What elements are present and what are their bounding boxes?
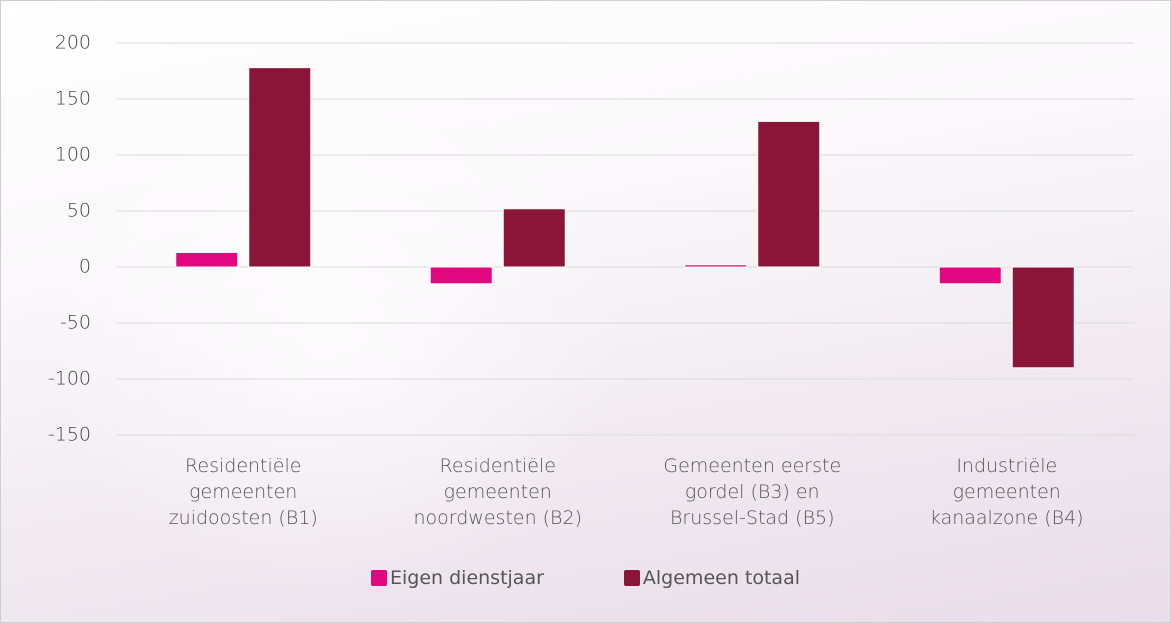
bar <box>684 264 748 268</box>
legend-swatch <box>623 570 640 586</box>
legend-swatch <box>370 570 387 586</box>
bar <box>757 120 821 268</box>
legend-label: Eigen dienstjaar <box>389 567 544 589</box>
bar <box>175 251 239 268</box>
y-tick-label: 0 <box>79 256 91 278</box>
y-tick-label: 50 <box>67 200 91 222</box>
y-tick-label: 100 <box>55 144 91 166</box>
x-tick-label: Gemeenten eerste gordel (B3) en Brussel-… <box>663 455 842 529</box>
bar <box>248 67 312 268</box>
y-tick-label: -150 <box>48 424 91 446</box>
legend-label: Algemeen totaal <box>642 567 800 589</box>
x-tick-label: Residentiële gemeenten zuidoosten (B1) <box>168 455 318 529</box>
bar <box>1011 266 1075 369</box>
bar <box>938 266 1002 285</box>
y-tick-label: -50 <box>60 312 91 334</box>
x-tick-label: Industriële gemeenten kanaalzone (B4) <box>929 455 1084 529</box>
y-tick-label: 200 <box>55 32 91 54</box>
bar <box>502 208 566 268</box>
legend: Eigen dienstjaar Algemeen totaal <box>1 567 1170 589</box>
legend-item: Algemeen totaal <box>623 567 800 589</box>
legend-item: Eigen dienstjaar <box>370 567 544 589</box>
bar <box>429 266 493 285</box>
y-tick-label: -100 <box>48 368 91 390</box>
y-tick-label: 150 <box>55 88 91 110</box>
x-tick-label: Residentiële gemeenten noordwesten (B2) <box>413 455 583 529</box>
